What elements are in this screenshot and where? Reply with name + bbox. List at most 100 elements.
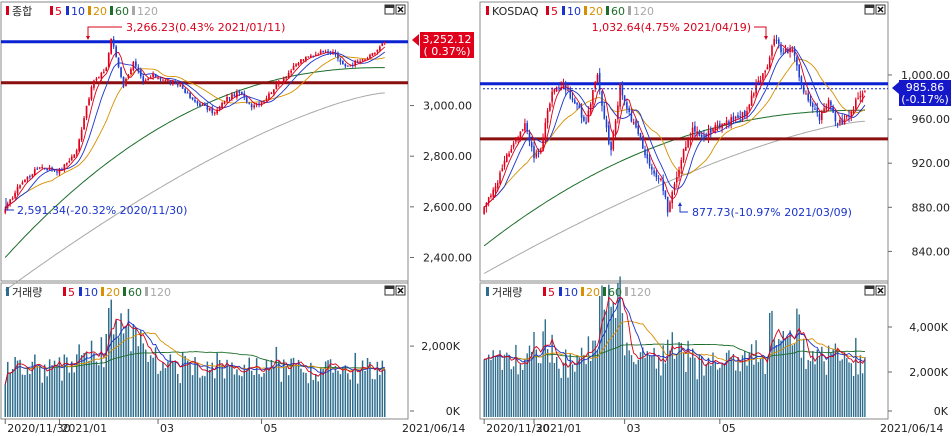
candle-body <box>241 91 243 95</box>
candle <box>850 110 853 122</box>
volume-bar <box>807 359 809 417</box>
candle <box>540 147 542 155</box>
candle <box>56 170 58 176</box>
candle <box>816 102 819 117</box>
candle-body <box>585 122 587 124</box>
kospi-maximize-button[interactable] <box>384 4 395 15</box>
candle <box>687 136 689 149</box>
candle <box>592 89 594 111</box>
candle-body <box>757 80 760 82</box>
volume-bar <box>159 370 162 417</box>
kospi-ytick-label: 2,800.00 <box>423 150 472 163</box>
candle <box>139 67 142 79</box>
kosdaq-maximize-button[interactable] <box>864 4 875 15</box>
candle <box>73 154 76 158</box>
candle-body <box>608 125 610 144</box>
kosdaq-vol-close-button[interactable] <box>875 285 886 296</box>
candle <box>558 81 560 92</box>
kospi-vol-close-button[interactable] <box>395 285 406 296</box>
candle-body <box>53 169 56 171</box>
candle <box>501 164 504 172</box>
volume-bar <box>673 358 676 417</box>
candle <box>739 110 741 122</box>
kosdaq-vol-legend-ma10: 10 <box>564 286 578 299</box>
volume-bar <box>560 377 562 417</box>
candle-body <box>263 101 265 103</box>
price-pointer-icon <box>412 34 419 46</box>
volume-bar <box>780 340 782 417</box>
kospi-last-change: ( 0.37%) <box>423 45 470 58</box>
candle-body <box>669 202 671 212</box>
candle <box>492 187 494 201</box>
volume-bar <box>147 361 149 417</box>
candle-body <box>344 63 347 67</box>
volume-bar <box>735 370 737 417</box>
candle <box>578 103 581 109</box>
volume-bar <box>490 360 492 417</box>
candle <box>827 97 830 112</box>
kosdaq-vol-maximize-button[interactable] <box>864 285 875 296</box>
kospi-vol-maximize-button[interactable] <box>384 285 395 296</box>
volume-bar <box>48 359 51 417</box>
volume-bar <box>356 383 359 417</box>
candle-body <box>63 164 66 170</box>
volume-bar <box>803 338 805 417</box>
candle <box>655 170 658 182</box>
volume-bar <box>737 357 739 417</box>
kospi-price-badge: 3,252.12 ( 0.37%) <box>412 32 474 58</box>
candle-body <box>857 98 859 100</box>
candle-body <box>571 98 574 101</box>
candle-body <box>562 82 565 89</box>
volume-bar <box>300 368 302 417</box>
volume-bar <box>93 353 95 417</box>
candle <box>551 87 553 108</box>
kosdaq-close-button[interactable] <box>875 4 886 15</box>
candle <box>302 59 305 62</box>
candle-body <box>746 111 748 117</box>
candle <box>791 46 794 53</box>
volume-bar <box>228 366 231 417</box>
kosdaq-last-price: 985.86 <box>906 81 945 94</box>
candle-body <box>73 154 76 158</box>
candle-body <box>773 39 775 46</box>
candle <box>243 90 246 101</box>
candle-body <box>483 207 485 214</box>
candle <box>533 141 535 163</box>
kospi-close-button[interactable] <box>395 4 406 15</box>
candle <box>642 135 644 150</box>
candle-body <box>542 138 544 152</box>
candle-body <box>598 73 601 90</box>
candle <box>753 92 755 99</box>
kospi-vol-ma10-line <box>4 320 385 385</box>
kospi-xtick-label: 05 <box>264 422 278 435</box>
kosdaq-xtick-label: 05 <box>722 422 736 435</box>
candle <box>614 118 617 139</box>
volume-bar <box>553 363 556 417</box>
candle-body <box>51 167 53 171</box>
candle <box>775 34 778 44</box>
volume-bar <box>551 334 553 417</box>
candle-body <box>137 67 140 72</box>
candle <box>494 182 497 198</box>
volume-bar <box>723 364 726 417</box>
candle-body <box>152 73 154 77</box>
candle <box>112 36 115 50</box>
candle-body <box>789 48 791 52</box>
candle-body <box>159 77 162 80</box>
candle <box>172 79 174 86</box>
volume-bar <box>66 357 68 417</box>
candle <box>589 102 592 116</box>
candle-body <box>855 99 857 109</box>
candle <box>703 129 705 142</box>
candle <box>483 206 485 215</box>
volume-bar <box>855 337 857 417</box>
candle <box>319 49 322 55</box>
candle <box>861 90 864 103</box>
volume-bar <box>646 351 648 417</box>
volume-bar <box>617 283 619 417</box>
volume-bar <box>628 350 630 417</box>
volume-bar <box>728 350 730 417</box>
kospi-vol-legend-ma10: 10 <box>84 286 98 299</box>
candle-body <box>366 58 369 60</box>
volume-bar <box>544 319 546 417</box>
